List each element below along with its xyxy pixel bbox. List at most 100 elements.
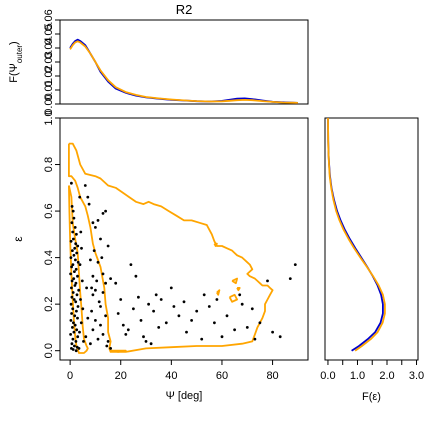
main-ylabel: ε [11, 236, 25, 242]
scatter-point [71, 230, 75, 234]
main-xtick-label: 60 [216, 370, 228, 382]
top-density-line-1 [69, 40, 298, 104]
scatter-point [233, 328, 237, 332]
right-xlabel: F(ε) [362, 391, 381, 403]
scatter-point [271, 330, 274, 334]
scatter-point [73, 323, 77, 327]
scatter-point [99, 237, 102, 241]
scatter-point [157, 326, 161, 329]
contour-line-3 [228, 293, 239, 303]
scatter-point [258, 321, 262, 325]
scatter-point [220, 335, 224, 339]
scatter-point [86, 316, 90, 320]
scatter-point [147, 302, 151, 306]
chart-title: R2 [176, 2, 193, 17]
scatter-point [69, 302, 73, 306]
scatter-point [76, 316, 79, 320]
scatter-point [96, 260, 100, 264]
scatter-point [238, 293, 242, 297]
scatter-point [78, 330, 81, 334]
scatter-point [109, 347, 112, 350]
scatter-point [101, 212, 105, 215]
scatter-point [137, 295, 140, 299]
scatter-point [266, 279, 269, 283]
scatter-point [71, 307, 75, 311]
scatter-point [288, 277, 292, 280]
scatter-point [104, 314, 107, 318]
scatter-point [101, 333, 105, 336]
scatter-point [92, 249, 96, 253]
scatter-point [250, 307, 254, 311]
top-ytick-label: 0.03 [43, 51, 55, 72]
scatter-point [121, 323, 125, 327]
scatter-point [70, 342, 74, 346]
top-ylabel: F(Ψouter) [8, 41, 24, 82]
scatter-point [79, 230, 83, 234]
scatter-point [101, 291, 105, 294]
top-ytick-label: 0.02 [43, 65, 55, 86]
contour-line-1 [68, 185, 89, 354]
scatter-point [70, 295, 74, 299]
scatter-point [200, 337, 204, 341]
scatter-point [75, 251, 79, 255]
top-ytick-label: 0.05 [43, 23, 55, 44]
scatter-point [74, 281, 78, 285]
scatter-point [82, 340, 85, 343]
scatter-point [109, 277, 112, 280]
scatter-point [91, 293, 95, 297]
right-marginal-panel: 0.0 1.0 2.0 3.0 F(ε) [320, 117, 424, 403]
scatter-point [190, 319, 194, 322]
main-ytick-label: 1.0 [43, 110, 55, 125]
scatter-point [74, 242, 78, 246]
right-panel-frame [324, 117, 419, 361]
scatter-point [172, 305, 176, 308]
scatter-point [74, 267, 78, 271]
scatter-point [253, 337, 257, 341]
scatter-point [99, 323, 102, 327]
scatter-point [225, 314, 229, 318]
scatter-point [106, 340, 110, 343]
main-xtick-label: 0 [67, 370, 73, 382]
main-xtick-label: 80 [266, 370, 278, 382]
scatter-point [90, 309, 93, 313]
scatter-point [73, 344, 76, 348]
scatter-point [71, 326, 74, 329]
main-scatter-panel: 0 20 40 60 80 0.0 0.2 0.4 0.6 0.8 1.0 Ψ [deg] ε [11, 110, 309, 402]
scatter-point [293, 263, 297, 266]
scatter-point [185, 330, 188, 334]
scatter-point [129, 263, 133, 266]
scatter-point [78, 263, 82, 266]
scatter-point [154, 293, 158, 297]
scatter-point [72, 277, 76, 280]
scatter-point [70, 312, 73, 315]
scatter-point [72, 216, 76, 220]
scatter-point [73, 246, 77, 250]
main-panel-frame [59, 117, 309, 361]
scatter-point [96, 337, 100, 341]
scatter-point [70, 265, 73, 269]
right-density-line-1 [327, 117, 386, 352]
scatter-point [94, 288, 97, 292]
contour-line-2 [110, 349, 127, 353]
scatter-point [70, 221, 74, 225]
top-density-line-0 [69, 38, 298, 104]
top-marginal-panel: R2 0.000.010.020.030.040.050.06 F(Ψouter) [8, 2, 309, 115]
scatter-point [119, 298, 123, 301]
scatter-point [74, 340, 78, 343]
scatter-point [69, 333, 72, 336]
right-xtick-label: 3.0 [409, 370, 424, 382]
main-ytick-label: 0.6 [43, 203, 55, 218]
scatter-point [71, 263, 75, 266]
scatter-point [89, 258, 92, 262]
contour-group [68, 142, 274, 354]
main-xtick-label: 40 [165, 370, 177, 382]
scatter-point [106, 244, 110, 248]
main-ytick-label: 0.8 [43, 157, 55, 172]
scatter-point [101, 272, 105, 276]
scatter-point [75, 328, 79, 332]
scatter-point [139, 319, 143, 322]
main-ytick-label: 0.4 [43, 250, 55, 265]
scatter-point [76, 305, 80, 308]
top-ylabel-sub: outer [15, 45, 24, 64]
scatter-point [202, 293, 206, 297]
